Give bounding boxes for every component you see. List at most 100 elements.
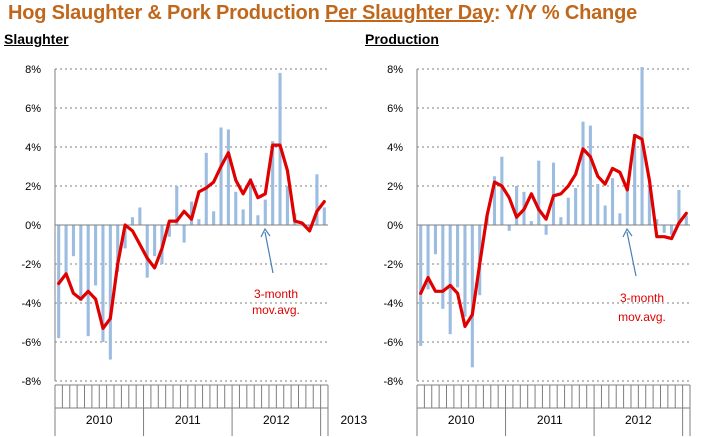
y-tick-label-slaughter: -2% (21, 259, 41, 271)
y-tick-label-production: 0% (387, 220, 403, 232)
bar-production (463, 225, 467, 317)
bar-production (426, 225, 430, 290)
annotation-line-1-production: 3-month (620, 291, 664, 305)
bar-production (574, 187, 578, 225)
y-tick-label-production: -2% (383, 259, 403, 271)
annotation-arrowhead-slaughter (260, 227, 271, 238)
y-tick-label-production: 4% (387, 142, 403, 154)
panel-title-production: Production (365, 31, 439, 47)
bar-production (625, 187, 629, 225)
bar-production (655, 219, 659, 225)
year-label-slaughter: 2012 (263, 413, 290, 427)
bar-production (492, 176, 497, 225)
bar-slaughter (263, 199, 267, 225)
bar-production (544, 225, 548, 235)
bar-slaughter (315, 174, 319, 225)
bar-production (581, 121, 585, 225)
y-tick-label-slaughter: 6% (25, 103, 41, 115)
bar-production (515, 186, 519, 225)
bar-slaughter (145, 225, 149, 278)
bar-production (419, 225, 423, 346)
title-part-1: Hog Slaughter & Pork Production (8, 2, 325, 24)
title-part-3: : Y/Y % Change (493, 2, 638, 24)
y-tick-label-slaughter: -4% (21, 298, 41, 310)
bar-production (603, 205, 607, 225)
bar-slaughter (322, 207, 326, 225)
year-label-slaughter: 2010 (86, 413, 113, 427)
bar-production (596, 184, 600, 225)
chart-title: Hog Slaughter & Pork Production Per Slau… (8, 2, 637, 25)
y-tick-label-production: 6% (387, 103, 403, 115)
annotation-arrow-production (626, 231, 637, 277)
y-tick-label-production: 2% (387, 181, 403, 193)
annotation-line-2-production: mov.avg. (618, 310, 666, 324)
bar-production (588, 125, 592, 225)
bar-production (441, 225, 445, 309)
bar-slaughter (234, 191, 238, 225)
annotation-arrowhead-production (622, 227, 633, 238)
bar-slaughter (123, 225, 127, 249)
bar-production (610, 178, 615, 225)
bar-slaughter (79, 225, 83, 302)
year-label-slaughter: 2013 (340, 413, 367, 427)
bar-slaughter (197, 219, 201, 225)
bar-production (470, 225, 474, 368)
bar-production (529, 221, 533, 225)
bar-slaughter (212, 211, 216, 225)
y-tick-label-production: -4% (383, 298, 403, 310)
bar-production (647, 186, 651, 225)
bar-production (662, 225, 666, 233)
y-tick-label-slaughter: 2% (25, 181, 41, 193)
bar-slaughter (86, 225, 90, 337)
y-tick-label-slaughter: 4% (25, 142, 41, 154)
y-tick-label-slaughter: -6% (21, 337, 41, 349)
bar-slaughter (285, 186, 289, 225)
bar-slaughter (219, 127, 223, 225)
bar-slaughter (271, 141, 275, 225)
bar-production (618, 213, 622, 225)
bar-production (559, 217, 563, 225)
bar-slaughter (71, 225, 75, 257)
moving-average-line-production (419, 133, 688, 328)
annotation-line-1-slaughter: 3-month (254, 287, 298, 301)
annotation-line-2-slaughter: mov.avg. (252, 303, 300, 317)
bar-slaughter (94, 225, 98, 286)
year-label-production: 2012 (625, 413, 652, 427)
bar-slaughter (153, 225, 157, 257)
bar-slaughter (138, 207, 142, 225)
bar-production (684, 215, 688, 225)
bar-production (500, 156, 504, 225)
y-tick-label-slaughter: 0% (25, 220, 41, 232)
bar-production (537, 160, 541, 225)
annotation-arrow-slaughter (264, 231, 274, 274)
bar-slaughter (130, 217, 135, 225)
moving-average-line-slaughter (57, 143, 326, 330)
y-tick-label-production: -8% (383, 376, 403, 388)
bar-slaughter (167, 225, 171, 237)
bar-slaughter (108, 225, 112, 360)
bar-production (433, 225, 437, 255)
y-tick-label-production: 8% (387, 64, 403, 76)
bar-slaughter (182, 225, 186, 243)
year-label-production: 2011 (537, 413, 563, 427)
bar-slaughter (256, 215, 260, 225)
y-tick-label-slaughter: -8% (21, 376, 41, 388)
bar-production (670, 225, 674, 235)
y-tick-label-slaughter: 8% (25, 64, 41, 76)
bar-slaughter (101, 225, 105, 342)
bar-slaughter (175, 186, 179, 225)
bar-production (456, 225, 460, 288)
bar-production (551, 162, 556, 225)
year-label-slaughter: 2011 (175, 413, 201, 427)
bar-slaughter (248, 178, 253, 225)
bar-slaughter (226, 129, 230, 225)
year-label-production: 2010 (448, 413, 475, 427)
bar-production (448, 225, 452, 335)
bar-slaughter (241, 209, 245, 225)
bar-slaughter (64, 225, 68, 276)
bar-production (507, 225, 511, 231)
bar-production (633, 137, 637, 225)
panel-title-slaughter: Slaughter (4, 31, 69, 47)
y-tick-label-production: -6% (383, 337, 403, 349)
